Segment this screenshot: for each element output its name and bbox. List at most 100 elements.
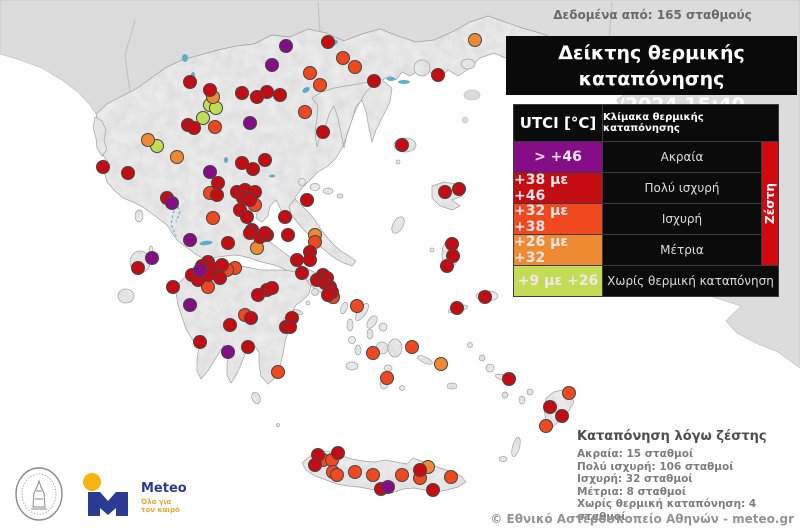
station-dot-very_strong — [211, 176, 225, 190]
station-dot-very_strong — [265, 281, 279, 295]
legend-header-utci: UTCI [°C] — [514, 105, 602, 141]
stats-line-moderate: Μέτρια: 8 σταθμοί — [577, 485, 686, 498]
station-dot-strong — [208, 120, 222, 134]
legend-label-none: Χωρίς θερμική καταπόνηση — [603, 266, 778, 296]
station-dot-very_strong — [303, 253, 317, 267]
turkish-island — [463, 89, 481, 101]
legend-range-strong: +32 με +38 — [514, 203, 602, 235]
station-dot-very_strong — [300, 193, 314, 207]
station-dot-very_strong — [438, 185, 452, 199]
station-dot-very_strong — [426, 483, 440, 497]
station-dot-very_strong — [273, 88, 287, 102]
station-dot-strong — [348, 465, 362, 479]
station-dot-strong — [405, 340, 419, 354]
station-dot-very_strong — [258, 153, 272, 167]
station-dot-very_strong — [221, 236, 235, 250]
station-dot-very_strong — [281, 228, 295, 242]
legend-range-very-strong: +38 με +46 — [514, 172, 602, 204]
station-dot-very_strong — [395, 138, 409, 152]
station-dot-extreme — [183, 298, 197, 312]
station-dot-extreme — [381, 480, 395, 494]
station-dot-strong — [336, 51, 350, 65]
station-dot-very_strong — [367, 74, 381, 88]
station-dot-very_strong — [316, 125, 330, 139]
station-dot-strong — [444, 470, 458, 484]
legend-header-scale: Κλίμακα θερμικής καταπόνησης — [603, 105, 778, 141]
station-dot-very_strong — [235, 86, 249, 100]
station-dot-very_strong — [445, 237, 459, 251]
meteo-logo-tagline: Όλα για τον καιρό — [141, 498, 180, 514]
station-dot-very_strong — [121, 166, 135, 180]
station-dot-very_strong — [213, 271, 227, 285]
station-dot-very_strong — [331, 446, 345, 460]
station-dot-strong — [330, 468, 344, 482]
legend-label-very-strong: Πολύ ισχυρή — [603, 173, 761, 203]
station-dot-very_strong — [215, 258, 229, 272]
station-dot-very_strong — [283, 320, 297, 334]
data-source-note: Δεδομένα από: 165 σταθμούς — [553, 8, 752, 22]
station-dot-strong — [313, 78, 327, 92]
map-title-block: Δείκτης θερμικής καταπόνησης 19/07/2024 … — [506, 36, 797, 116]
stats-line-extreme: Ακραία: 15 σταθμοί — [577, 448, 694, 460]
legend-label-moderate: Μέτρια — [603, 235, 761, 265]
station-dot-moderate — [434, 357, 448, 371]
station-dot-strong — [366, 346, 380, 360]
meteo-logo-dot — [83, 473, 101, 491]
station-dot-extreme — [221, 345, 235, 359]
station-dot-very_strong — [502, 372, 516, 386]
station-dot-extreme — [243, 116, 257, 130]
station-dot-strong — [206, 211, 220, 225]
station-dot-moderate — [170, 150, 184, 164]
station-dot-very_strong — [431, 68, 445, 82]
map-title: Δείκτης θερμικής καταπόνησης — [558, 42, 745, 90]
stats-line-very-strong: Πολύ ισχυρή: 106 σταθμοί — [577, 460, 734, 473]
station-dot-very_strong — [131, 261, 145, 275]
station-dot-strong — [380, 371, 394, 385]
legend-label-extreme: Ακραία — [603, 142, 761, 172]
meteo-logo — [83, 473, 128, 516]
station-dot-very_strong — [258, 226, 272, 240]
station-dot-very_strong — [193, 335, 207, 349]
station-dot-strong — [366, 468, 380, 482]
heat-side-bar: Ζέστη — [762, 142, 778, 265]
station-dot-moderate — [141, 133, 155, 147]
station-dot-strong — [271, 365, 285, 379]
station-dot-extreme — [145, 251, 159, 265]
meteo-logo-text: Meteo — [141, 481, 187, 496]
heat-stress-stats: Καταπόνηση λόγω ζέστης Ακραία: 15 σταθμο… — [577, 429, 797, 524]
stats-line-strong: Ισχυρή: 32 σταθμοί — [577, 473, 693, 486]
station-dot-very_strong — [290, 253, 304, 267]
station-dot-very_strong — [295, 266, 309, 280]
legend-label-strong: Ισχυρή — [603, 204, 761, 234]
station-dot-very_strong — [96, 160, 110, 174]
station-dot-very_strong — [203, 83, 217, 97]
station-dot-extreme — [183, 233, 197, 247]
station-dot-very_strong — [452, 182, 466, 196]
station-dot-strong — [350, 299, 364, 313]
station-dot-moderate — [468, 33, 482, 47]
station-dot-very_strong — [210, 188, 224, 202]
station-dot-very_strong — [223, 318, 237, 332]
station-dot-very_strong — [413, 463, 427, 477]
station-dot-none — [196, 111, 210, 125]
station-dot-very_strong — [246, 162, 260, 176]
station-dot-very_strong — [244, 311, 258, 325]
station-dot-strong — [298, 105, 312, 119]
noa-seal-logo — [15, 467, 63, 521]
legend-range-moderate: +26 με +32 — [514, 234, 602, 266]
station-dot-very_strong — [450, 301, 464, 315]
station-dot-very_strong — [543, 400, 557, 414]
station-dot-very_strong — [240, 210, 254, 224]
station-dot-strong — [539, 419, 553, 433]
station-dot-very_strong — [243, 193, 257, 207]
station-dot-extreme — [193, 263, 207, 277]
station-dot-very_strong — [478, 290, 492, 304]
legend-range-extreme: > +46 — [514, 142, 602, 172]
station-dot-very_strong — [440, 259, 454, 273]
station-dot-extreme — [165, 196, 179, 210]
station-dot-very_strong — [183, 75, 197, 89]
stats-title: Καταπόνηση λόγω ζέστης — [577, 429, 767, 444]
station-dot-very_strong — [278, 210, 292, 224]
station-dot-very_strong — [555, 409, 569, 423]
